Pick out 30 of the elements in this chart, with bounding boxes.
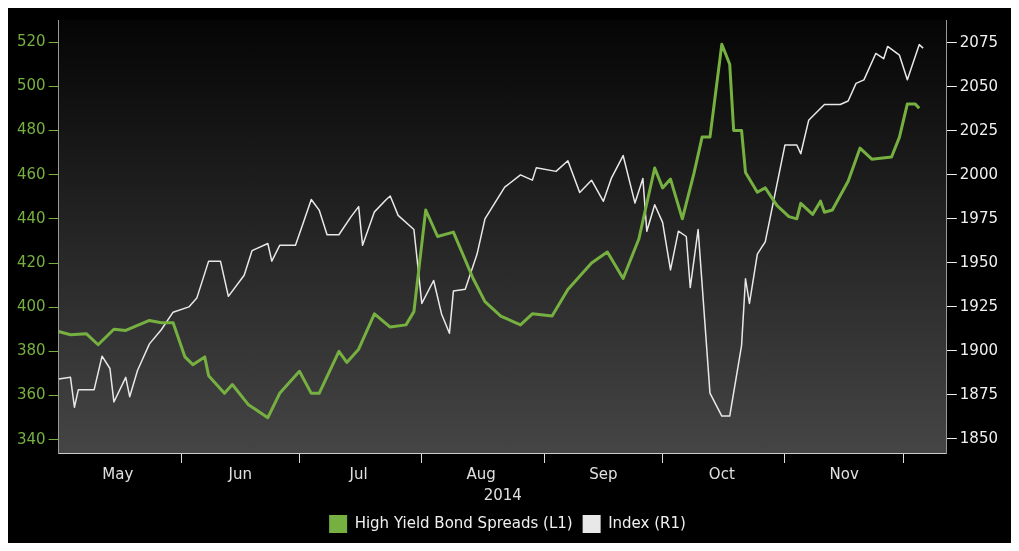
x-tick-label: Sep [589, 464, 618, 483]
y-tick-label: 520 [16, 31, 46, 50]
x-tick-label: Jun [227, 464, 252, 483]
y-tick-label: 500 [16, 76, 46, 95]
y-tick-label: 360 [16, 385, 46, 404]
x-axis-title: 2014 [483, 485, 522, 504]
x-tick-label: May [102, 464, 134, 483]
y2-tick-label: 1900 [959, 340, 999, 359]
y-tick-label: 380 [16, 341, 46, 360]
y2-tick-label: 1975 [959, 208, 999, 227]
x-tick-label: Aug [466, 464, 496, 483]
x-tick-label: Nov [829, 464, 859, 483]
y2-tick-label: 1875 [959, 384, 999, 403]
y-tick-label: 480 [16, 120, 46, 139]
x-tick-label: Oct [708, 464, 735, 483]
y2-tick-label: 1850 [959, 428, 999, 447]
y2-tick-label: 2050 [959, 76, 999, 95]
legend-label: Index (R1) [608, 513, 686, 532]
y2-tick-label: 2025 [959, 120, 999, 139]
y-tick-label: 420 [16, 252, 46, 271]
y-tick-label: 440 [16, 208, 46, 227]
x-tick-label: Jul [348, 464, 368, 483]
y-tick-label: 460 [16, 164, 46, 183]
y-tick-label: 400 [16, 297, 46, 316]
y2-tick-label: 1925 [959, 296, 999, 315]
y-tick-label: 340 [16, 429, 46, 448]
y2-tick-label: 1950 [959, 252, 999, 271]
legend-label: High Yield Bond Spreads (L1) [354, 513, 573, 532]
y2-tick-label: 2075 [959, 32, 999, 51]
y2-tick-label: 2000 [959, 164, 999, 183]
